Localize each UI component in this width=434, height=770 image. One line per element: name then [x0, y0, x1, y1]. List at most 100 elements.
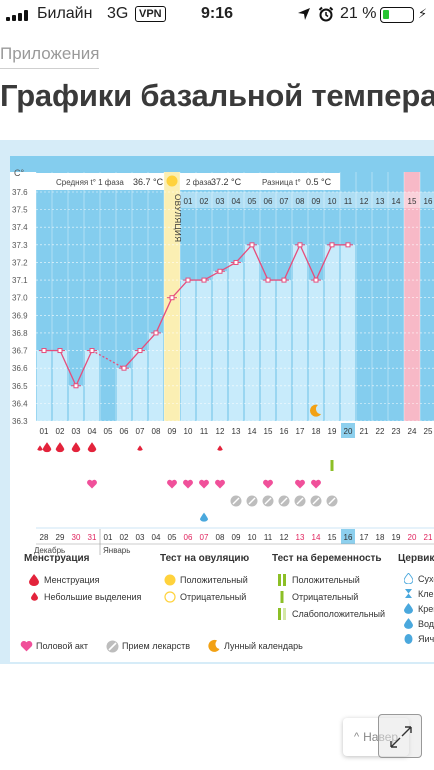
- temperature-line-segment: [203, 270, 221, 281]
- temperature-line-segment: [219, 261, 237, 272]
- calendar-date-label: 01: [104, 533, 113, 542]
- y-axis-label: C°: [14, 168, 24, 178]
- legend-item: Положительный: [272, 571, 385, 588]
- water-drop-icon: [398, 618, 418, 629]
- legend-ovulation-test: Тест на овуляцию Положительный Отрицател…: [160, 553, 249, 605]
- legend-cervical: Цервика Сухо Клей Крем Вод: [398, 553, 434, 646]
- phase2-day-label: 05: [248, 197, 257, 206]
- temperature-line-segment: [75, 350, 93, 387]
- cycle-day-label: 16: [280, 427, 289, 436]
- legend-label: Небольшие выделения: [44, 591, 142, 602]
- calendar-date-label: 19: [392, 533, 401, 542]
- chevron-up-icon: ^: [353, 731, 360, 743]
- y-tick-label: 37.5: [12, 206, 28, 215]
- expand-icon: [390, 726, 412, 748]
- cycle-day-label: 11: [200, 427, 209, 436]
- pink-column: [404, 172, 420, 421]
- cycle-day-label: 05: [104, 427, 113, 436]
- test-negative-icon: [272, 590, 292, 603]
- phase2-day-label: 06: [264, 197, 273, 206]
- alarm-icon: [318, 6, 334, 27]
- legend-label: Клей: [418, 588, 434, 599]
- calendar-date-label: 29: [56, 533, 65, 542]
- intercourse-heart-icon: [167, 479, 177, 489]
- temperature-point: [73, 383, 79, 389]
- calendar-date-label: 04: [152, 533, 161, 542]
- y-tick-label: 37.0: [12, 294, 28, 303]
- legend-item: Сухо: [398, 571, 434, 586]
- temperature-point: [233, 259, 239, 265]
- temperature-line-segment: [315, 244, 333, 281]
- phase2-summary-band: [180, 173, 340, 190]
- medication-pill-stripe: [280, 497, 288, 505]
- phase2-day-label: 11: [344, 197, 353, 206]
- expand-button[interactable]: [378, 714, 422, 758]
- temperature-point: [313, 277, 319, 283]
- bbt-chart-card: 36.3 36.4 36.5 36.6 36.7 36.8 36.9 37.0 37.1 37.2…: [0, 140, 434, 664]
- diff-value: 0.5 °C: [306, 177, 332, 187]
- temperature-point: [89, 348, 95, 354]
- legend-item: Отрицательный: [272, 588, 385, 605]
- medication-pill-stripe: [232, 497, 240, 505]
- plot-top-band: [10, 156, 434, 172]
- calendar-date-label: 30: [72, 533, 81, 542]
- cycle-day-label: 19: [328, 427, 337, 436]
- month-label: Декабрь: [34, 546, 65, 555]
- cycle-day-label: 21: [360, 427, 369, 436]
- legend-label: Вод: [418, 618, 434, 629]
- legend-label: Сухо: [418, 573, 434, 584]
- cycle-day-label: 20: [344, 427, 353, 436]
- temperature-line-segment: [59, 350, 77, 387]
- legend-label: Половой акт: [36, 641, 89, 651]
- legend-title-pregnancy-test: Тест на беременность: [272, 553, 382, 564]
- phase2-days-band: [180, 192, 434, 208]
- legend-label: Прием лекарств: [122, 641, 191, 651]
- phase2-label: 2 фаза: [186, 178, 212, 187]
- cycle-day-label: 13: [232, 427, 241, 436]
- phase2-day-label: 02: [200, 197, 209, 206]
- phase2-day-label: 08: [296, 197, 305, 206]
- breadcrumb[interactable]: Приложения: [0, 44, 100, 69]
- temperature-point: [281, 277, 287, 283]
- temperature-bar: [117, 368, 131, 421]
- temperature-point: [329, 242, 335, 248]
- menstruation-drop-icon: [87, 442, 97, 453]
- phase2-day-label: 16: [424, 197, 433, 206]
- y-tick-label: 37.2: [12, 258, 28, 267]
- temperature-point: [345, 242, 351, 248]
- bbt-chart-image[interactable]: 36.3 36.4 36.5 36.6 36.7 36.8 36.9 37.0 37.1 37.2…: [10, 156, 434, 662]
- pregnancy-test-negative-icon: [330, 460, 334, 471]
- legend-title-menstruation: Менструация: [24, 553, 90, 564]
- battery-icon: [380, 7, 414, 23]
- y-tick-label: 37.1: [12, 276, 28, 285]
- spotting-drop-icon: [217, 445, 223, 451]
- calendar-date-label: 21: [424, 533, 433, 542]
- cycle-day-label: 14: [248, 427, 257, 436]
- test-weak-icon: [272, 607, 292, 620]
- carrier-name: Билайн: [37, 5, 93, 22]
- cycle-day-label: 15: [264, 427, 273, 436]
- legend-label: Положительный: [292, 574, 360, 585]
- y-tick-label: 37.6: [12, 188, 28, 197]
- y-tick-label: 36.3: [12, 417, 28, 426]
- medication-pill-stripe: [296, 497, 304, 505]
- legend-item: Менструация: [24, 571, 141, 588]
- calendar-date-label: 06: [184, 533, 193, 542]
- cycle-day-label: 25: [424, 427, 433, 436]
- phase2-day-label: 13: [376, 197, 385, 206]
- cycle-day-label: 04: [88, 427, 97, 436]
- temperature-point: [169, 295, 175, 301]
- y-tick-label: 37.4: [12, 223, 28, 232]
- location-icon: [297, 7, 311, 26]
- calendar-date-label: 05: [168, 533, 177, 542]
- y-tick-label: 36.7: [12, 347, 28, 356]
- medication-pill-stripe: [328, 497, 336, 505]
- calendar-date-label: 09: [232, 533, 241, 542]
- intercourse-heart-icon: [87, 479, 97, 489]
- y-tick-label: 37.3: [12, 241, 28, 250]
- phase2-value: 37.2 °C: [211, 177, 242, 187]
- cycle-day-label: 10: [184, 427, 193, 436]
- battery-percent: 21 %: [340, 5, 377, 22]
- ovulation-label: ОВУЛЯЦИЯ: [173, 194, 182, 243]
- legend-item: Отрицательный: [160, 588, 249, 605]
